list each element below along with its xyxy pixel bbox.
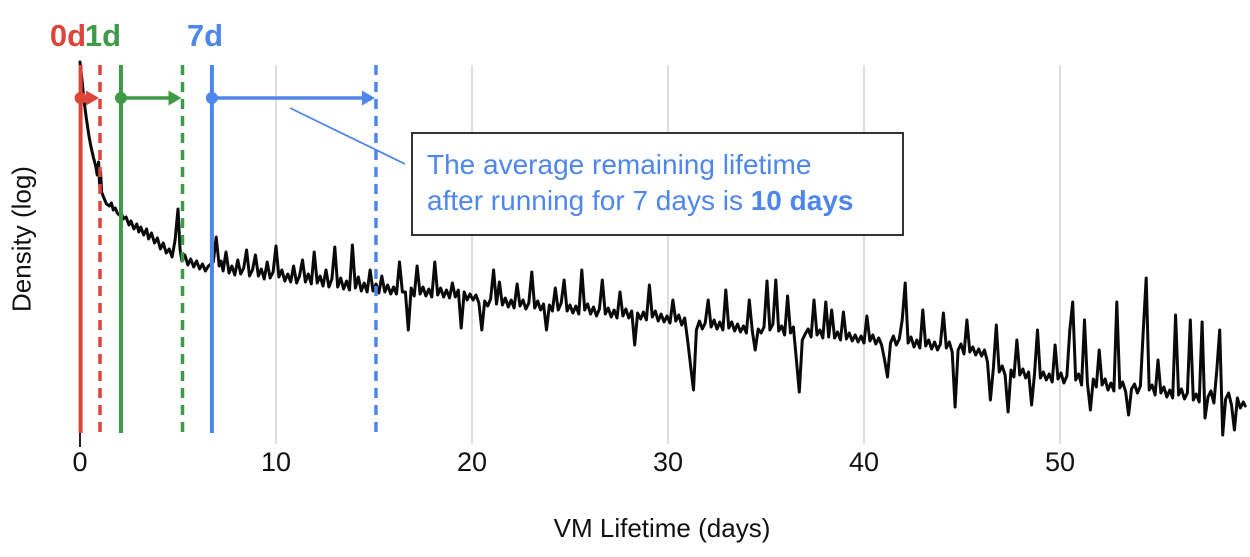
x-tick-label-0: 0 [72,447,88,477]
x-tick-label-30: 30 [652,447,684,477]
callout-line2-bold: 10 days [750,185,854,216]
callout-line2: after running for 7 days is 10 days [427,183,888,219]
callout-box: The average remaining lifetime after run… [411,132,904,236]
callout-line2-prefix: after running for 7 days is [427,185,751,216]
callout-leader-line [289,107,406,165]
y-axis-title: Density (log) [6,166,37,312]
lifetime-marker-lines [74,65,378,433]
arrowhead-icon-0d [85,90,99,106]
density-curve [78,60,1247,437]
age-label-0d: 0d [49,18,87,53]
gridlines [275,65,1061,444]
age-label-7d: 7d [186,18,224,53]
x-axis-title: VM Lifetime (days) [553,513,771,543]
callout-line1: The average remaining lifetime [427,149,812,180]
arrowhead-icon-1d [168,90,182,106]
age-label-1d: 1d [84,18,122,53]
x-tick-label-10: 10 [260,447,292,477]
x-tick-label-50: 50 [1044,447,1076,477]
x-tick-label-20: 20 [456,447,488,477]
x-tick-label-40: 40 [848,447,880,477]
arrowhead-icon-7d [361,90,375,106]
